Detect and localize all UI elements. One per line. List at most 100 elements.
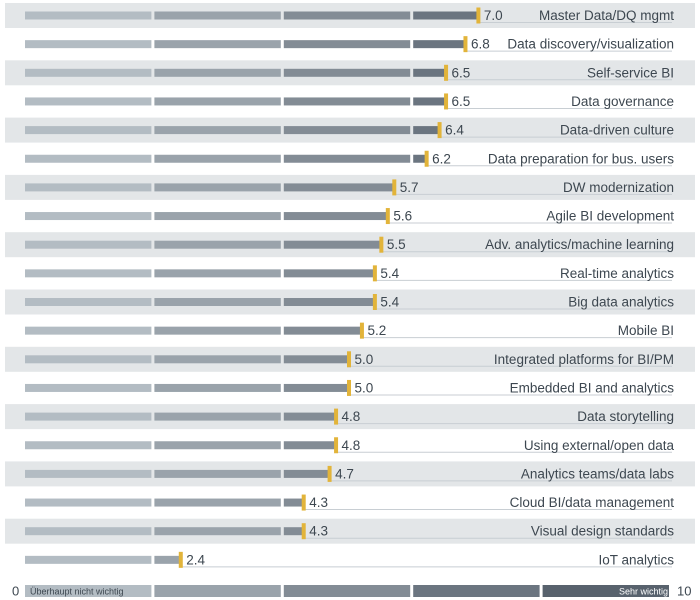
legend-segment — [542, 585, 669, 597]
category-label: DW modernization — [563, 180, 674, 195]
value-label: 4.8 — [342, 409, 361, 424]
bar-segment — [25, 355, 152, 364]
bar-segment — [283, 298, 375, 306]
value-marker — [437, 122, 442, 139]
scale-low-label: Überhaupt nicht wichtig — [30, 587, 124, 597]
value-label: 5.0 — [355, 352, 374, 367]
value-label: 6.5 — [452, 94, 471, 109]
value-marker — [301, 494, 306, 511]
value-label: 4.8 — [342, 438, 361, 453]
bar-segment — [283, 68, 411, 77]
bar-segment — [25, 441, 152, 450]
value-marker — [476, 7, 481, 24]
bar-segment — [25, 498, 152, 507]
value-label: 5.2 — [367, 323, 386, 338]
value-marker — [444, 93, 449, 110]
axis-max-label: 10 — [677, 584, 691, 599]
bar-segment — [283, 212, 388, 221]
bar-segment — [25, 298, 152, 306]
bar-segment — [283, 527, 304, 536]
bar-segment — [283, 269, 375, 278]
value-label: 5.7 — [400, 180, 419, 195]
bar-segment — [25, 97, 152, 106]
category-label: Master Data/DQ mgmt — [539, 8, 674, 23]
value-label: 6.2 — [432, 151, 451, 166]
bar-segment — [283, 11, 411, 20]
value-marker — [379, 236, 384, 253]
bar-segment — [25, 183, 152, 192]
value-label: 4.3 — [309, 495, 328, 510]
bar-segment — [154, 355, 281, 364]
category-label: Real-time analytics — [560, 266, 674, 281]
bar-segment — [25, 68, 152, 77]
category-label: Data discovery/visualization — [507, 37, 674, 52]
category-label: Embedded BI and analytics — [510, 380, 675, 395]
value-label: 5.0 — [355, 380, 374, 395]
value-label: 4.7 — [335, 466, 354, 481]
category-label: Visual design standards — [531, 524, 674, 539]
bar-segment — [154, 183, 281, 192]
bar-segment — [154, 97, 281, 106]
value-marker — [334, 408, 339, 425]
category-label: Using external/open data — [524, 438, 675, 453]
bar-segment — [154, 126, 281, 135]
bar-segment — [413, 68, 446, 77]
category-label: Agile BI development — [546, 209, 674, 224]
bar-segment — [283, 441, 336, 450]
bar-segment — [283, 412, 336, 421]
value-marker — [334, 437, 339, 454]
bar-segment — [283, 97, 411, 106]
bar-segment — [283, 355, 349, 364]
category-label: Data preparation for bus. users — [488, 151, 674, 166]
value-label: 6.4 — [445, 123, 464, 138]
bar-segment — [283, 40, 411, 49]
bar-segment — [154, 383, 281, 392]
category-label: Self-service BI — [587, 65, 674, 80]
category-label: Data-driven culture — [560, 123, 674, 138]
value-marker — [301, 523, 306, 540]
bar-segment — [154, 469, 281, 478]
bar-segment — [413, 97, 446, 106]
category-label: Analytics teams/data labs — [521, 466, 674, 481]
legend-segment — [283, 585, 411, 597]
bar-segment — [283, 326, 362, 335]
bar-segment — [283, 154, 411, 163]
bar-segment — [25, 527, 152, 536]
value-marker — [359, 322, 364, 339]
value-marker — [463, 36, 468, 53]
value-label: 5.4 — [380, 295, 399, 310]
bar-segment — [154, 68, 281, 77]
value-label: 5.5 — [387, 237, 406, 252]
bar-segment — [154, 555, 181, 564]
value-label: 5.4 — [380, 266, 399, 281]
value-label: 4.3 — [309, 524, 328, 539]
bar-segment — [283, 183, 394, 192]
axis-min-label: 0 — [12, 584, 19, 599]
value-marker — [385, 208, 390, 225]
value-marker — [327, 465, 332, 482]
bar-segment — [154, 269, 281, 278]
value-label: 2.4 — [186, 552, 205, 567]
value-marker — [347, 379, 351, 396]
bar-segment — [413, 11, 478, 20]
legend-segment — [25, 585, 152, 597]
bar-segment — [413, 40, 465, 49]
bar-segment — [283, 383, 349, 392]
bar-segment — [25, 126, 152, 135]
value-marker — [444, 64, 449, 81]
value-label: 7.0 — [484, 8, 503, 23]
bar-segment — [25, 326, 152, 335]
legend-segment — [413, 585, 540, 597]
bar-segment — [154, 498, 281, 507]
bar-segment — [154, 240, 281, 249]
bar-segment — [25, 240, 152, 249]
bar-segment — [25, 212, 152, 221]
bar-segment — [283, 240, 381, 249]
category-label: Mobile BI — [618, 323, 674, 338]
bar-segment — [25, 154, 152, 163]
bar-segment — [25, 383, 152, 392]
value-marker — [372, 294, 377, 310]
bar-segment — [154, 154, 281, 163]
value-marker — [178, 551, 183, 568]
bar-segment — [154, 527, 281, 536]
